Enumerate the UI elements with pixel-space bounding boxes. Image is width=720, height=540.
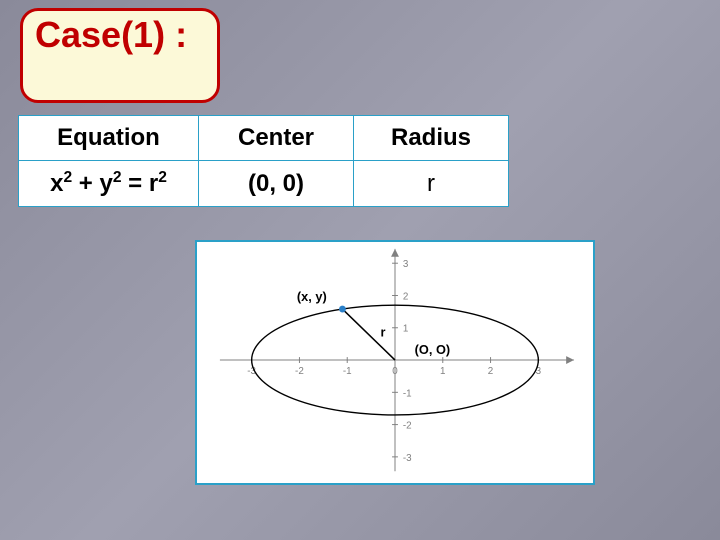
svg-text:1: 1 bbox=[440, 366, 445, 377]
svg-text:3: 3 bbox=[403, 259, 409, 270]
svg-text:-2: -2 bbox=[295, 366, 304, 377]
cell-radius: r bbox=[354, 161, 509, 207]
svg-text:-1: -1 bbox=[343, 366, 352, 377]
title-box: Case(1) : bbox=[20, 8, 220, 103]
graph-panel: -3-2-10123-3-2-1123(x, y)r(O, O) bbox=[195, 240, 595, 485]
svg-text:-3: -3 bbox=[403, 453, 412, 464]
svg-text:1: 1 bbox=[403, 324, 408, 335]
svg-text:0: 0 bbox=[392, 366, 398, 377]
cell-center: (0, 0) bbox=[199, 161, 354, 207]
svg-text:2: 2 bbox=[403, 291, 408, 302]
header-radius: Radius bbox=[354, 116, 509, 161]
cell-equation: x2 + y2 = r2 bbox=[19, 161, 199, 207]
table-data-row: x2 + y2 = r2 (0, 0) r bbox=[19, 161, 509, 207]
svg-text:(O, O): (O, O) bbox=[415, 342, 450, 357]
header-center: Center bbox=[199, 116, 354, 161]
svg-text:2: 2 bbox=[488, 366, 493, 377]
svg-text:-1: -1 bbox=[403, 388, 412, 399]
svg-text:(x, y): (x, y) bbox=[297, 289, 327, 304]
svg-text:-2: -2 bbox=[403, 421, 412, 432]
circle-properties-table: Equation Center Radius x2 + y2 = r2 (0, … bbox=[18, 115, 509, 207]
table-header-row: Equation Center Radius bbox=[19, 116, 509, 161]
circle-graph: -3-2-10123-3-2-1123(x, y)r(O, O) bbox=[197, 242, 593, 483]
svg-text:r: r bbox=[381, 325, 386, 340]
header-equation: Equation bbox=[19, 116, 199, 161]
case-title: Case(1) : bbox=[35, 15, 205, 55]
